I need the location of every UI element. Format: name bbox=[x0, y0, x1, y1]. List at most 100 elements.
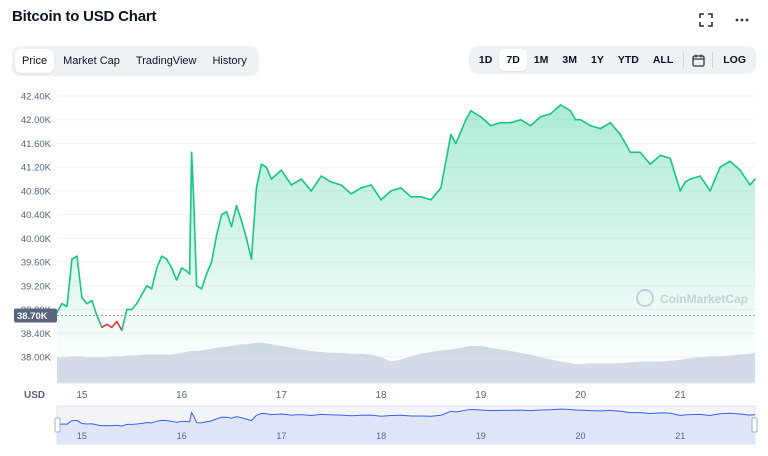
price-line-segment bbox=[619, 133, 632, 154]
price-line-segment bbox=[192, 196, 198, 287]
price-line-segment bbox=[188, 151, 193, 275]
price-line-segment bbox=[564, 107, 572, 112]
price-line-segment bbox=[529, 115, 542, 127]
price-line-segment bbox=[116, 320, 123, 332]
price-line-segment bbox=[569, 110, 577, 121]
price-line-segment bbox=[61, 302, 68, 308]
price-line-segment bbox=[200, 273, 208, 290]
calendar-icon[interactable] bbox=[687, 54, 709, 67]
range-1d[interactable]: 1D bbox=[478, 54, 493, 66]
price-line-segment bbox=[210, 234, 218, 263]
tab-price[interactable]: Price bbox=[15, 49, 55, 73]
price-line-segment bbox=[599, 121, 612, 130]
price-line-segment bbox=[265, 166, 273, 180]
x-tick-label: 21 bbox=[675, 390, 687, 401]
y-tick-label: 41.60K bbox=[21, 139, 52, 150]
y-tick-label: 40.00K bbox=[21, 234, 52, 245]
price-line-segment bbox=[145, 285, 153, 290]
price-line-segment bbox=[165, 258, 173, 269]
price-line-segment bbox=[81, 296, 88, 305]
price-line-segment bbox=[160, 255, 168, 260]
range-3m[interactable]: 3M bbox=[562, 54, 577, 66]
navigator-left-handle[interactable] bbox=[54, 417, 61, 433]
open-price-label: 38.70K bbox=[14, 308, 57, 323]
tab-history[interactable]: History bbox=[212, 55, 247, 67]
price-line-segment bbox=[130, 302, 138, 311]
range-divider bbox=[712, 52, 714, 68]
price-line-segment bbox=[684, 178, 691, 183]
price-area-fill bbox=[57, 104, 755, 357]
more-horizontal-icon[interactable] bbox=[734, 12, 750, 28]
price-line-segment bbox=[699, 175, 711, 192]
price-line-segment bbox=[465, 110, 472, 121]
navigator-ticks: 15 16 17 18 19 20 21 bbox=[77, 431, 685, 441]
price-line-segment bbox=[300, 178, 313, 192]
price-line-segment bbox=[71, 255, 78, 260]
log-scale-toggle[interactable]: LOG bbox=[723, 54, 746, 66]
x-tick-label: 20 bbox=[575, 390, 587, 401]
price-line-segment bbox=[549, 104, 562, 115]
fullscreen-icon[interactable] bbox=[698, 12, 714, 28]
page-title: Bitcoin to USD Chart bbox=[12, 8, 157, 25]
header-actions bbox=[698, 12, 750, 28]
price-line-segment bbox=[450, 133, 457, 145]
price-line-segment bbox=[150, 267, 158, 290]
price-line-segment bbox=[190, 151, 195, 198]
y-tick-label: 39.20K bbox=[21, 281, 52, 292]
price-line-segment bbox=[91, 299, 98, 317]
price-line-segment bbox=[135, 293, 143, 305]
x-tick-label: 16 bbox=[176, 390, 188, 401]
range-all[interactable]: ALL bbox=[652, 54, 674, 66]
price-line-segment bbox=[659, 154, 672, 160]
price-line-segment bbox=[539, 112, 552, 118]
price-line-segment bbox=[509, 118, 522, 124]
y-axis: 42.40K 42.00K 41.60K 41.20K 40.80K 40.40K 40.0… bbox=[21, 92, 52, 364]
price-line-segment bbox=[340, 184, 352, 195]
range-divider bbox=[683, 52, 685, 68]
price-line-segment bbox=[390, 187, 402, 192]
price-line-segment bbox=[489, 121, 502, 127]
tab-market-cap[interactable]: Market Cap bbox=[63, 55, 120, 67]
price-line-segment bbox=[479, 115, 492, 127]
price-line-segment bbox=[460, 118, 467, 133]
price-line-segment bbox=[220, 210, 228, 216]
y-tick-label: 38.00K bbox=[21, 353, 52, 364]
range-ytd[interactable]: YTD bbox=[617, 54, 639, 66]
open-price-label-bg bbox=[14, 308, 57, 323]
price-line-segment bbox=[195, 285, 203, 290]
chart-type-tabs: Price Market Cap TradingView History bbox=[12, 46, 259, 76]
navigator-right-handle[interactable] bbox=[751, 417, 758, 433]
range-navigator[interactable]: 15 16 17 18 19 20 21 bbox=[54, 405, 758, 445]
price-line-segment bbox=[579, 118, 592, 127]
y-tick-label: 38.40K bbox=[21, 329, 52, 340]
price-line-segment bbox=[255, 163, 263, 189]
range-1y[interactable]: 1Y bbox=[590, 54, 604, 66]
currency-label: USD bbox=[24, 390, 45, 401]
navigator-tick-label: 20 bbox=[575, 431, 585, 441]
price-line-segment bbox=[350, 187, 362, 195]
price-line-segment bbox=[170, 267, 178, 281]
tab-tradingview[interactable]: TradingView bbox=[135, 55, 197, 67]
price-line-segment bbox=[729, 160, 741, 171]
y-tick-label: 39.60K bbox=[21, 258, 52, 269]
price-line-segment bbox=[121, 308, 128, 332]
price-line-segment bbox=[739, 169, 751, 186]
x-tick-label: 17 bbox=[276, 390, 288, 401]
price-line-segment bbox=[360, 184, 372, 189]
range-1m[interactable]: 1M bbox=[533, 54, 549, 66]
price-line-segment bbox=[310, 175, 323, 192]
price-line-segment bbox=[205, 261, 213, 275]
price-line-segment bbox=[250, 187, 258, 260]
price-line-segment bbox=[290, 178, 303, 186]
y-tick-label: 41.20K bbox=[21, 163, 52, 174]
time-range-selector: 1D 7D 1M 3M 1Y YTD ALL LOG bbox=[468, 46, 756, 74]
price-line-segment bbox=[455, 130, 462, 145]
range-7d[interactable]: 7D bbox=[499, 49, 527, 71]
price-line bbox=[56, 104, 756, 332]
price-line-segment bbox=[679, 181, 687, 192]
price-line-segment bbox=[260, 163, 268, 168]
price-line-segment bbox=[370, 184, 382, 201]
price-line-segment bbox=[180, 267, 188, 272]
price-line-segment bbox=[111, 320, 118, 329]
price-line-segment bbox=[280, 169, 293, 186]
